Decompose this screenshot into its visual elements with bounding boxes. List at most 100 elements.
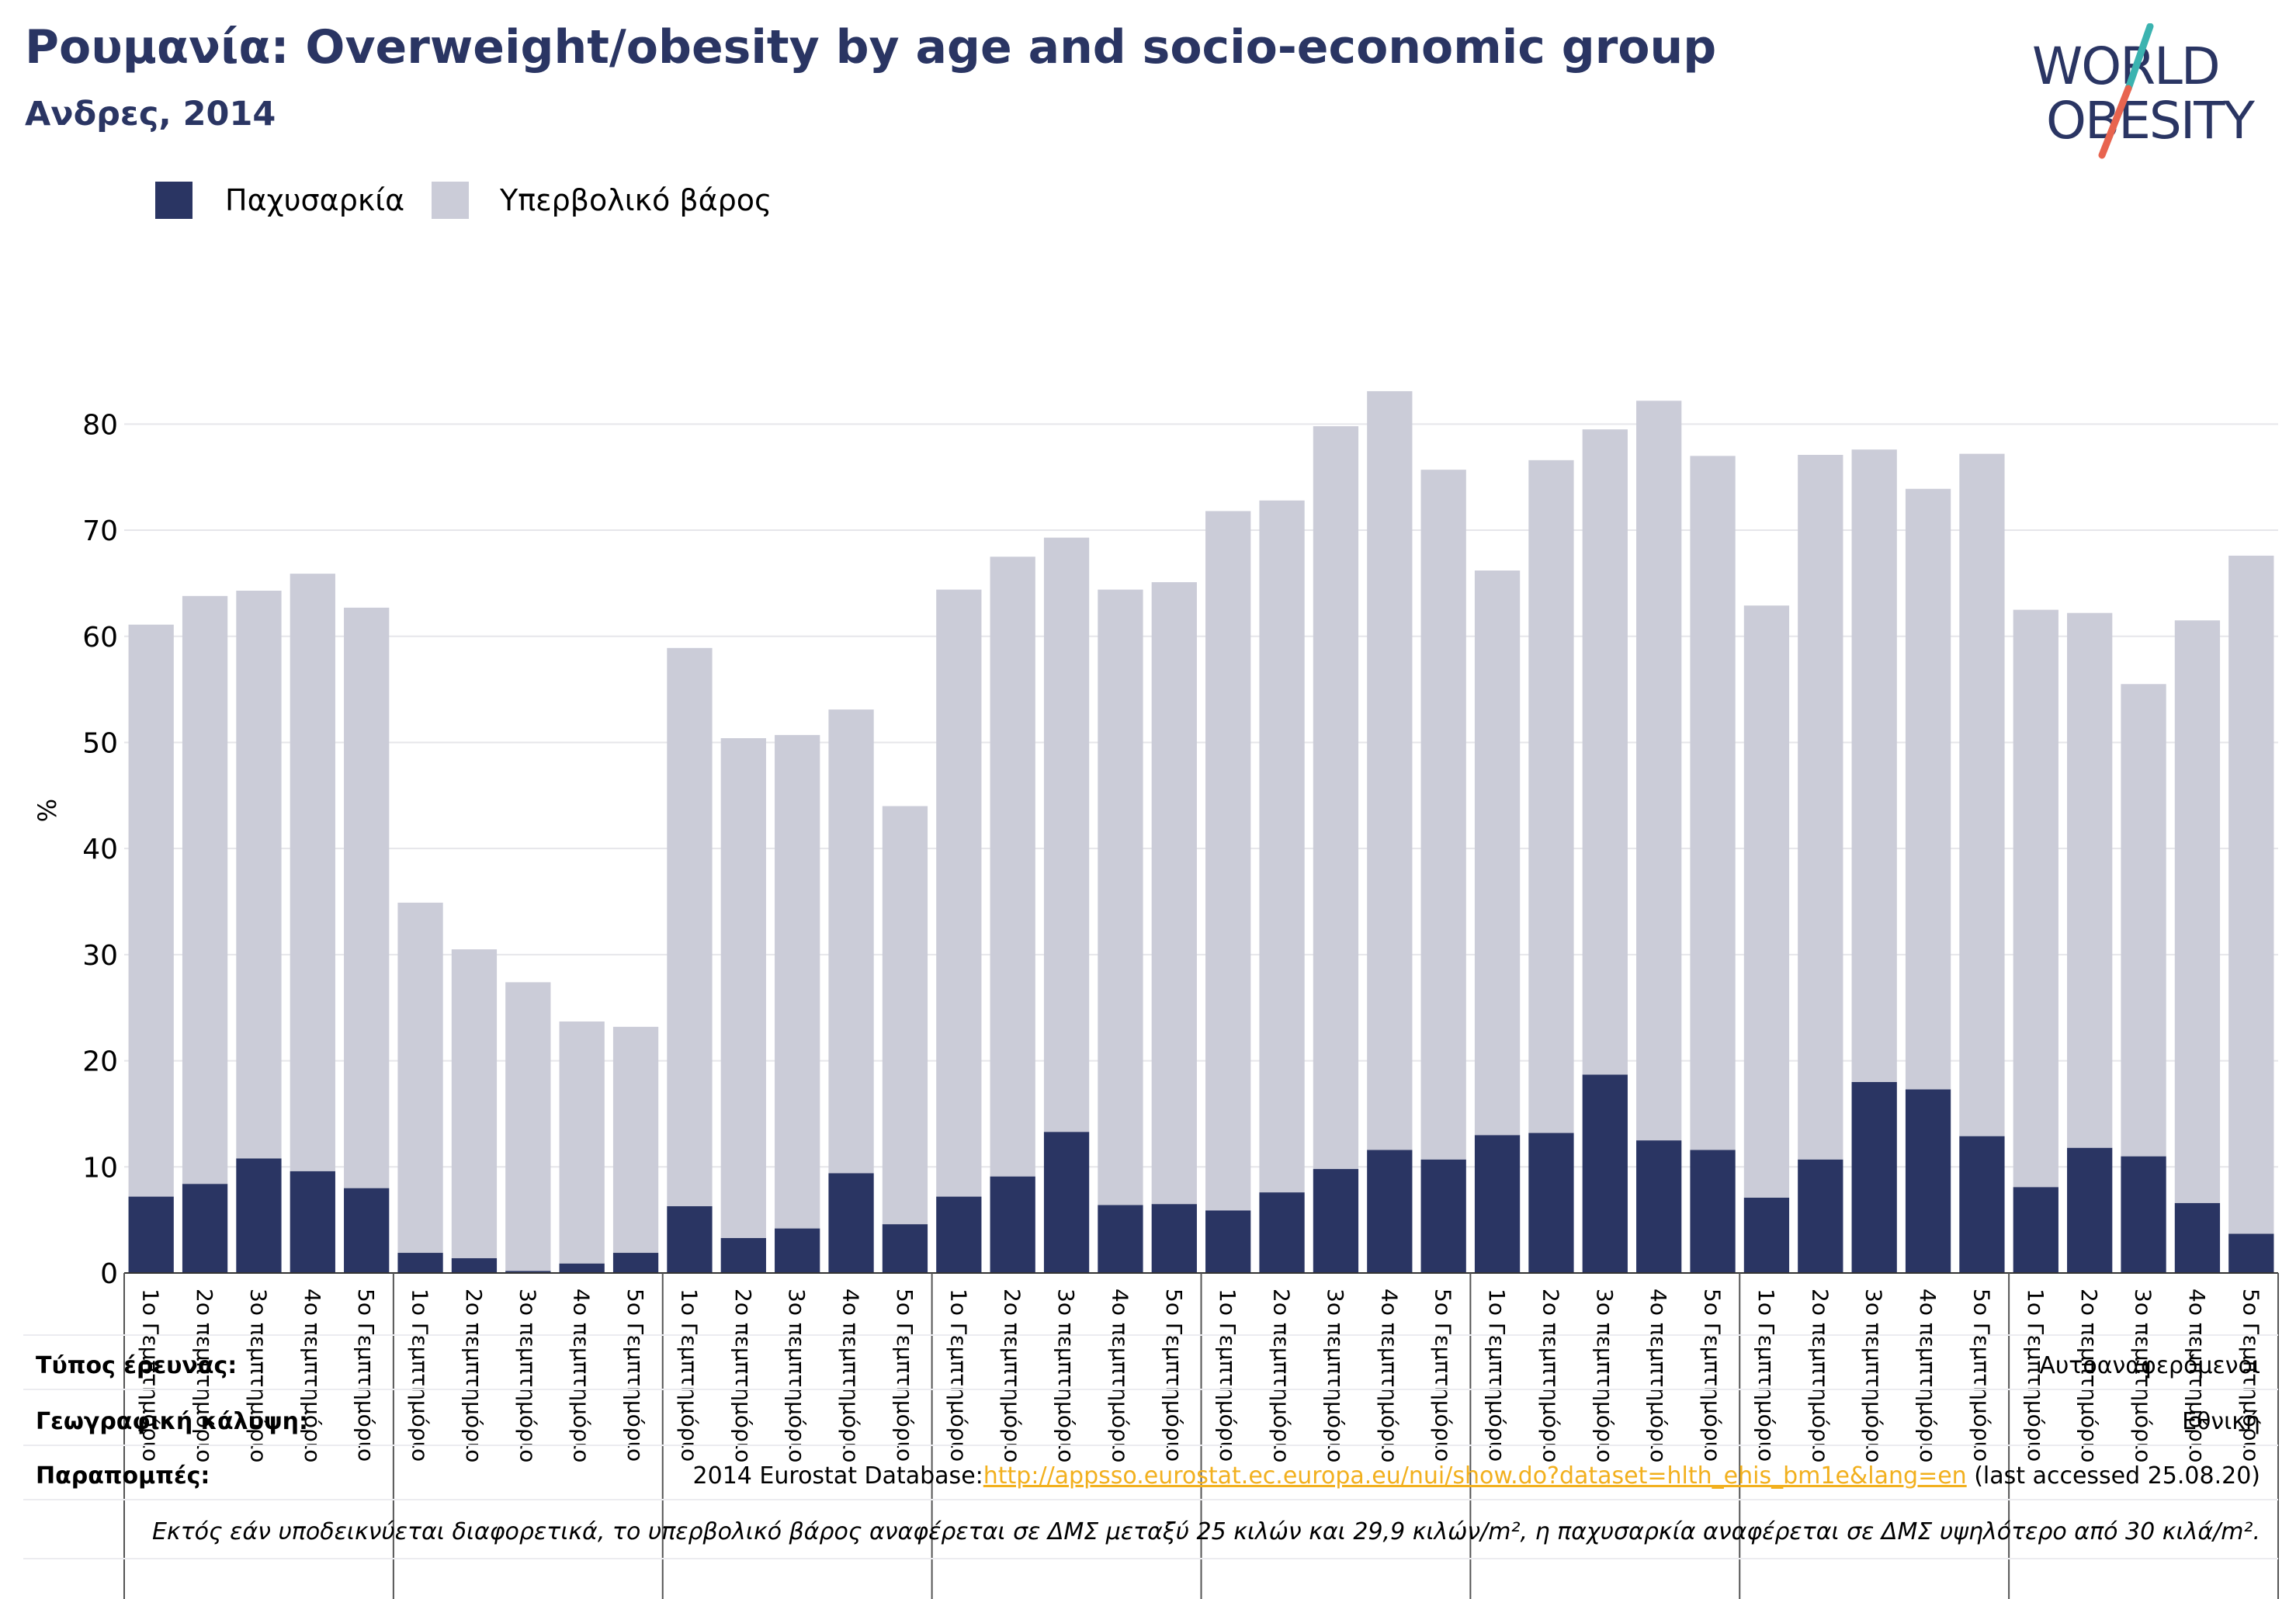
reference-link[interactable]: http://appsso.eurostat.ec.europa.eu/nui/…: [983, 1462, 1967, 1490]
y-tick-label: 40: [82, 834, 118, 865]
y-axis: 0 10 20 30 40 50 60 70 80%: [33, 409, 118, 1290]
bar-obesity: [2228, 1233, 2274, 1273]
bar-overweight: [559, 1021, 605, 1264]
footnote: Εκτός εάν υποδεικνύεται διαφορετικά, το …: [151, 1518, 2260, 1545]
x-tick-label: 1ο Γεμπτημόριο: [138, 1289, 164, 1462]
reference-suffix: (last accessed 25.08.20): [1966, 1462, 2260, 1490]
x-tick-label: 3ο πεμπτημόριο: [1592, 1289, 1618, 1462]
bar-obesity: [1636, 1140, 1682, 1273]
x-tick-label: 3ο πεμπτημόριο: [515, 1289, 540, 1462]
bar-overweight: [1582, 429, 1628, 1075]
bar-obesity: [1151, 1204, 1197, 1273]
bar-obesity: [1043, 1132, 1090, 1273]
y-tick-label: 30: [82, 940, 118, 972]
bar-obesity: [936, 1196, 982, 1273]
x-tick-label: 1ο Γεμπτημόριο: [1753, 1289, 1779, 1462]
bar-obesity: [1905, 1089, 1951, 1273]
bar-obesity: [1959, 1136, 2005, 1273]
bar-overweight: [1851, 449, 1897, 1082]
bar-overweight: [1959, 453, 2005, 1136]
bar-overweight: [451, 949, 498, 1258]
bar-overweight: [720, 738, 766, 1238]
bar-overweight: [828, 709, 874, 1174]
bar-overweight: [1743, 605, 1790, 1198]
bar-overweight: [1798, 454, 1843, 1160]
bar-overweight: [1474, 571, 1521, 1136]
x-tick-label: 2ο πεμπτημόριο: [1000, 1289, 1025, 1462]
bar-obesity: [882, 1224, 928, 1273]
x-tick-label: 5ο Γεμπτημόριο: [1968, 1289, 1994, 1462]
bar-obesity: [559, 1263, 605, 1273]
x-tick-label: 1ο Γεμπτημόριο: [1215, 1289, 1240, 1462]
y-tick-label: 80: [82, 409, 118, 441]
bar-obesity: [2067, 1147, 2113, 1273]
reference-line: 2014 Eurostat Database:http://appsso.eur…: [693, 1462, 2260, 1490]
bar-obesity: [505, 1271, 551, 1273]
bar-overweight: [236, 590, 282, 1159]
x-tick-label: 1ο Γεμπτημόριο: [2023, 1289, 2048, 1462]
x-tick-label: 3ο πεμπτημόριο: [1053, 1289, 1079, 1462]
x-tick-label: 2ο πεμπτημόριο: [2076, 1289, 2102, 1462]
bars: [128, 390, 2274, 1273]
bar-obesity: [182, 1184, 228, 1273]
coverage-label: Γεωγραφική κάλυψη:: [36, 1408, 309, 1435]
bar-overweight: [2013, 609, 2058, 1188]
x-tick-label: 1ο Γεμπτημόριο: [945, 1289, 971, 1462]
bar-obesity: [451, 1257, 498, 1273]
y-tick-label: 10: [82, 1152, 118, 1184]
bar-obesity: [128, 1196, 174, 1273]
x-tick-label: 3ο πεμπτημόριο: [1323, 1289, 1348, 1462]
bar-overweight: [2067, 612, 2113, 1148]
logo-slash-teal: [2124, 23, 2154, 92]
bar-overweight: [612, 1026, 659, 1254]
bar-obesity: [1259, 1192, 1305, 1273]
x-tick-label: 3ο πεμπτημόριο: [245, 1289, 271, 1462]
y-axis-label: %: [33, 799, 62, 822]
bar-overweight: [1043, 537, 1090, 1132]
x-tick-label: 2ο πεμπτημόριο: [461, 1289, 487, 1462]
bar-obesity: [1798, 1159, 1843, 1273]
bar-obesity: [1743, 1197, 1790, 1273]
chart-subtitle: Ανδρες, 2014: [25, 95, 276, 134]
logo-slash-coral: [2098, 85, 2132, 159]
bar-overweight: [882, 806, 928, 1225]
bar-overweight: [1690, 456, 1736, 1150]
bar-obesity: [1367, 1150, 1413, 1273]
bar-overweight: [936, 589, 982, 1197]
coverage-value: Εθνική: [2182, 1408, 2260, 1435]
bar-obesity: [1528, 1132, 1574, 1273]
world-obesity-logo: WORLD OBESITY: [2032, 23, 2257, 159]
x-tick-label: 5ο Γεμπτημόριο: [1431, 1289, 1456, 1462]
bar-obesity: [1420, 1159, 1466, 1273]
bar-obesity: [2174, 1202, 2221, 1273]
bar-obesity: [1474, 1135, 1521, 1273]
x-tick-label: 2ο πεμπτημόριο: [1807, 1289, 1833, 1462]
reference-prefix: 2014 Eurostat Database:: [692, 1462, 983, 1490]
x-tick-label: 5ο Γεμπτημόριο: [1700, 1289, 1725, 1462]
x-tick-label: 5ο Γεμπτημόριο: [623, 1289, 648, 1462]
x-tick-label: 5ο Γεμπτημόριο: [353, 1289, 379, 1462]
survey-type-label: Τύπος έρευνας:: [36, 1352, 238, 1379]
y-tick-label: 0: [100, 1258, 118, 1290]
bar-overweight: [1367, 390, 1413, 1150]
bar-overweight: [290, 574, 335, 1171]
y-tick-label: 60: [82, 622, 118, 654]
x-tick-label: 4ο πεμπτημόριο: [1646, 1289, 1671, 1462]
x-tick-label: 5ο Γεμπτημόριο: [2238, 1289, 2263, 1462]
x-tick-label: 2ο πεμπτημόριο: [1269, 1289, 1295, 1462]
x-tick-label: 5ο Γεμπτημόριο: [892, 1289, 917, 1462]
bar-obesity: [775, 1228, 820, 1273]
chart-title: Ρουμανία: Overweight/obesity by age and …: [25, 20, 1717, 75]
x-tick-label: 1ο Γεμπτημόριο: [1484, 1289, 1510, 1462]
x-tick-label: 3ο πεμπτημόριο: [1861, 1289, 1887, 1462]
bar-overweight: [667, 647, 713, 1206]
x-tick-label: 4ο πεμπτημόριο: [300, 1289, 325, 1462]
bar-overweight: [1098, 589, 1143, 1205]
bar-obesity: [236, 1158, 282, 1273]
x-axis: 1ο Γεμπτημόριο 2ο πεμπτημόριο 3ο πεμπτημόρ…: [23, 1272, 2279, 1599]
x-tick-label: 3ο πεμπτημόριο: [2131, 1289, 2156, 1462]
bar-obesity: [344, 1188, 390, 1273]
x-tick-label: 4ο πεμπτημόριο: [569, 1289, 595, 1462]
x-tick-label: 4ο πεμπτημόριο: [2184, 1289, 2210, 1462]
bar-overweight: [505, 982, 551, 1271]
